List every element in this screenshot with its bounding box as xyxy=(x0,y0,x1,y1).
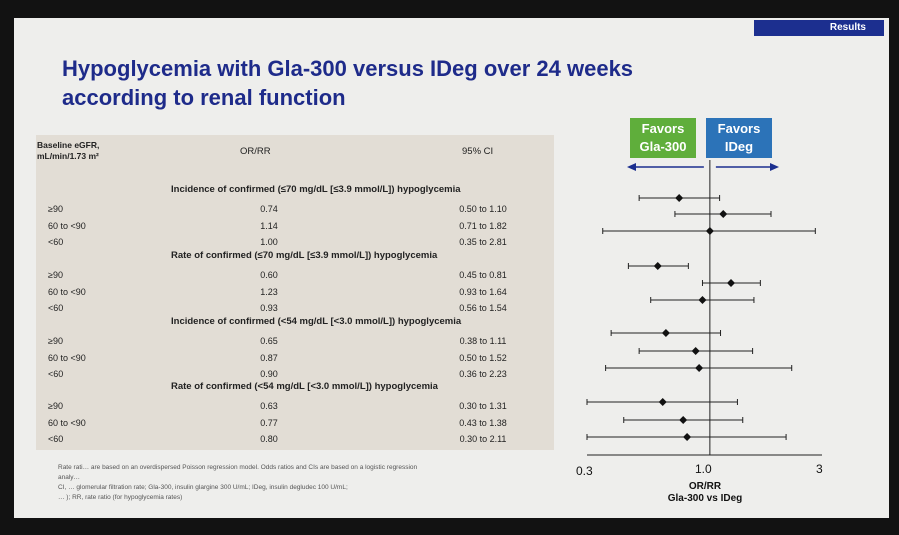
title-line-2: according to renal function xyxy=(62,85,346,110)
tick-label-2: 3 xyxy=(816,462,823,476)
section-title: Incidence of confirmed (≤70 mg/dL [≤3.9 … xyxy=(171,184,461,195)
row-value: 0.74 xyxy=(260,204,278,214)
col-header-egfr-label: Baseline eGFR, xyxy=(37,140,100,150)
row-group: 60 to <90 xyxy=(48,418,86,428)
estimate-marker xyxy=(653,262,662,270)
row-value: 1.23 xyxy=(260,287,278,297)
slide-title: Hypoglycemia with Gla-300 versus IDeg ov… xyxy=(62,54,762,112)
row-ci: 0.43 to 1.38 xyxy=(459,418,507,428)
estimate-marker xyxy=(661,329,670,337)
row-ci: 0.35 to 2.81 xyxy=(459,237,507,247)
row-value: 0.80 xyxy=(260,434,278,444)
row-ci: 0.38 to 1.11 xyxy=(459,336,507,346)
row-group: <60 xyxy=(48,237,64,247)
col-header-egfr: Baseline eGFR, mL/min/1.73 m² xyxy=(37,140,99,162)
tick-label-0: 0.3 xyxy=(576,464,593,478)
row-group: ≥90 xyxy=(48,270,63,280)
tick-label-1: 1.0 xyxy=(695,462,712,476)
row-value: 1.14 xyxy=(260,221,278,231)
footnote-line4: … ); RR, rate ratio (for hypoglycemia ra… xyxy=(58,494,183,501)
row-group: ≥90 xyxy=(48,401,63,411)
row-value: 0.87 xyxy=(260,353,278,363)
col-header-or: OR/RR xyxy=(240,146,271,157)
estimate-marker xyxy=(719,210,728,218)
estimate-marker xyxy=(698,296,707,304)
row-ci: 0.50 to 1.52 xyxy=(459,353,507,363)
favors-right-line2: IDeg xyxy=(724,139,754,154)
row-ci: 0.56 to 1.54 xyxy=(459,303,507,313)
row-value: 0.60 xyxy=(260,270,278,280)
row-ci: 0.71 to 1.82 xyxy=(459,221,507,231)
x-axis-title: OR/RR Gla-300 vs IDeg xyxy=(640,481,770,505)
row-value: 0.77 xyxy=(260,418,278,428)
row-group: <60 xyxy=(48,369,64,379)
row-group: <60 xyxy=(48,303,64,313)
row-ci: 0.45 to 0.81 xyxy=(459,270,507,280)
row-group: 60 to <90 xyxy=(48,287,86,297)
row-group: 60 to <90 xyxy=(48,221,86,231)
estimate-marker xyxy=(658,398,667,406)
estimate-marker xyxy=(705,227,714,235)
row-value: 0.63 xyxy=(260,401,278,411)
footnote-line2: analy… xyxy=(58,474,81,481)
row-ci: 0.93 to 1.64 xyxy=(459,287,507,297)
estimate-marker xyxy=(727,279,736,287)
row-group: ≥90 xyxy=(48,336,63,346)
estimate-marker xyxy=(691,347,700,355)
results-tag: Results xyxy=(754,20,884,36)
estimate-marker xyxy=(695,364,704,372)
favors-gla300-box: Favors Gla-300 xyxy=(630,118,696,158)
row-value: 0.90 xyxy=(260,369,278,379)
estimate-marker xyxy=(675,194,684,202)
x-axis-title-line1: OR/RR xyxy=(688,481,722,492)
footnote-line3: CI, … glomerular filtration rate; Gla-30… xyxy=(58,484,348,491)
row-ci: 0.30 to 1.31 xyxy=(459,401,507,411)
x-axis-title-line2: Gla-300 vs IDeg xyxy=(667,493,743,504)
favors-ideg-box: Favors IDeg xyxy=(706,118,772,158)
row-value: 1.00 xyxy=(260,237,278,247)
section-title: Rate of confirmed (≤70 mg/dL [≤3.9 mmol/… xyxy=(171,250,438,261)
section-title: Incidence of confirmed (<54 mg/dL [<3.0 … xyxy=(171,316,462,327)
estimate-marker xyxy=(679,416,688,424)
row-group: 60 to <90 xyxy=(48,353,86,363)
row-value: 0.93 xyxy=(260,303,278,313)
row-ci: 0.50 to 1.10 xyxy=(459,204,507,214)
row-value: 0.65 xyxy=(260,336,278,346)
row-ci: 0.36 to 2.23 xyxy=(459,369,507,379)
row-group: ≥90 xyxy=(48,204,63,214)
col-header-ci: 95% CI xyxy=(462,146,494,157)
section-title: Rate of confirmed (<54 mg/dL [<3.0 mmol/… xyxy=(171,381,438,392)
footnote-line1: Rate rati… are based on an overdispersed… xyxy=(58,464,418,471)
estimate-marker xyxy=(683,433,692,441)
favors-left-arrowhead xyxy=(627,163,636,171)
results-table xyxy=(36,135,554,450)
favors-left-line2: Gla-300 xyxy=(639,139,687,154)
favors-right-arrowhead xyxy=(770,163,779,171)
title-line-1: Hypoglycemia with Gla-300 versus IDeg ov… xyxy=(62,56,634,81)
col-header-egfr-unit: mL/min/1.73 m² xyxy=(37,151,99,161)
favors-right-line1: Favors xyxy=(717,121,761,136)
row-ci: 0.30 to 2.11 xyxy=(459,434,507,444)
favors-left-line1: Favors xyxy=(641,121,685,136)
row-group: <60 xyxy=(48,434,64,444)
